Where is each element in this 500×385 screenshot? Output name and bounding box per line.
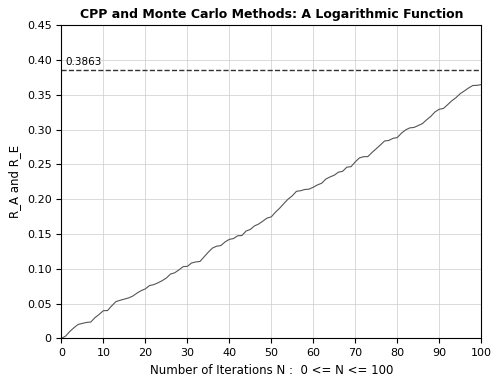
Title: CPP and Monte Carlo Methods: A Logarithmic Function: CPP and Monte Carlo Methods: A Logarithm… xyxy=(80,8,463,21)
X-axis label: Number of Iterations N :  0 <= N <= 100: Number of Iterations N : 0 <= N <= 100 xyxy=(150,364,393,377)
Text: 0.3863: 0.3863 xyxy=(66,57,102,67)
Y-axis label: R_A and R_E: R_A and R_E xyxy=(8,145,22,218)
